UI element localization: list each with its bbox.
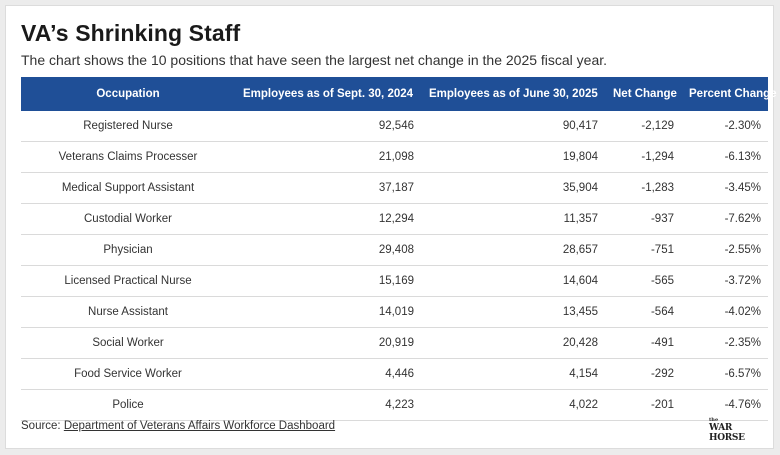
percent-change-cell: -3.72%	[681, 265, 768, 297]
table-row: Licensed Practical Nurse 15,169 14,604 -565…	[21, 265, 768, 297]
occupation-cell: Police	[21, 389, 235, 421]
chart-card: VA’s Shrinking Staff The chart shows the…	[5, 5, 777, 449]
net-change-cell: -201	[605, 389, 681, 421]
source-link[interactable]: Department of Veterans Affairs Workforce…	[63, 420, 336, 432]
percent-change-cell: -2.55%	[681, 234, 768, 266]
column-header-percent-change: Percent Change	[681, 77, 777, 111]
employees-2024-cell: 4,446	[235, 358, 421, 390]
employees-2024-cell: 20,919	[235, 327, 421, 359]
employees-2025-cell: 20,428	[421, 327, 605, 359]
employees-2025-cell: 4,154	[421, 358, 605, 390]
table-row: Police 4,223 4,022 -201 -4.76%	[21, 389, 768, 421]
occupation-cell: Physician	[21, 234, 235, 266]
net-change-cell: -1,294	[605, 141, 681, 173]
employees-2024-cell: 4,223	[235, 389, 421, 421]
employees-2025-cell: 90,417	[421, 111, 605, 142]
percent-change-cell: -6.57%	[681, 358, 768, 390]
percent-change-cell: -2.30%	[681, 111, 768, 142]
table-row: Physician 29,408 28,657 -751 -2.55%	[21, 234, 768, 266]
employees-2024-cell: 21,098	[235, 141, 421, 173]
occupation-cell: Custodial Worker	[21, 203, 235, 235]
percent-change-cell: -4.76%	[681, 389, 768, 421]
column-header-employees-2025: Employees as of June 30, 2025	[421, 77, 605, 111]
logo-text: WAR HORSE	[709, 423, 745, 443]
occupation-cell: Medical Support Assistant	[21, 172, 235, 204]
occupation-cell: Social Worker	[21, 327, 235, 359]
table-row: Social Worker 20,919 20,428 -491 -2.35%	[21, 327, 768, 359]
employees-2025-cell: 11,357	[421, 203, 605, 235]
employees-2025-cell: 35,904	[421, 172, 605, 204]
source-label: Source:	[21, 420, 64, 432]
employees-2024-cell: 14,019	[235, 296, 421, 328]
logo-small-text: the	[709, 417, 719, 423]
occupation-cell: Registered Nurse	[21, 111, 235, 142]
net-change-cell: -937	[605, 203, 681, 235]
column-header-employees-2024: Employees as of Sept. 30, 2024	[235, 77, 421, 111]
chart-subtitle: The chart shows the 10 positions that ha…	[21, 52, 608, 68]
table-row: Medical Support Assistant 37,187 35,904 -1,…	[21, 172, 768, 204]
source-note: Source: Department of Veterans Affairs W…	[21, 420, 335, 432]
percent-change-cell: -7.62%	[681, 203, 768, 235]
percent-change-cell: -6.13%	[681, 141, 768, 173]
net-change-cell: -491	[605, 327, 681, 359]
table-body: Registered Nurse 92,546 90,417 -2,129 -2.30%…	[21, 111, 768, 421]
percent-change-cell: -4.02%	[681, 296, 768, 328]
employees-2025-cell: 19,804	[421, 141, 605, 173]
net-change-cell: -1,283	[605, 172, 681, 204]
net-change-cell: -564	[605, 296, 681, 328]
employees-2024-cell: 12,294	[235, 203, 421, 235]
chart-title: VA’s Shrinking Staff	[21, 20, 241, 46]
table-row: Veterans Claims Processer 21,098 19,804 -1,…	[21, 141, 768, 173]
data-table: Occupation Employees as of Sept. 30, 202…	[21, 77, 777, 421]
occupation-cell: Licensed Practical Nurse	[21, 265, 235, 297]
net-change-cell: -565	[605, 265, 681, 297]
table-row: Nurse Assistant 14,019 13,455 -564 -4.02%	[21, 296, 768, 328]
employees-2024-cell: 15,169	[235, 265, 421, 297]
employees-2025-cell: 14,604	[421, 265, 605, 297]
employees-2024-cell: 37,187	[235, 172, 421, 204]
net-change-cell: -292	[605, 358, 681, 390]
column-header-net-change: Net Change	[605, 77, 681, 111]
occupation-cell: Food Service Worker	[21, 358, 235, 390]
war-horse-logo: the WAR HORSE	[709, 417, 759, 443]
occupation-cell: Veterans Claims Processer	[21, 141, 235, 173]
employees-2025-cell: 28,657	[421, 234, 605, 266]
employees-2025-cell: 4,022	[421, 389, 605, 421]
table-row: Food Service Worker 4,446 4,154 -292 -6.57%	[21, 358, 768, 390]
occupation-cell: Nurse Assistant	[21, 296, 235, 328]
percent-change-cell: -3.45%	[681, 172, 768, 204]
table-row: Custodial Worker 12,294 11,357 -937 -7.62%	[21, 203, 768, 235]
employees-2024-cell: 29,408	[235, 234, 421, 266]
header-row: Occupation Employees as of Sept. 30, 202…	[21, 77, 777, 111]
table-row: Registered Nurse 92,546 90,417 -2,129 -2.30%	[21, 111, 768, 142]
employees-2025-cell: 13,455	[421, 296, 605, 328]
net-change-cell: -751	[605, 234, 681, 266]
percent-change-cell: -2.35%	[681, 327, 768, 359]
net-change-cell: -2,129	[605, 111, 681, 142]
column-header-occupation: Occupation	[21, 77, 235, 111]
employees-2024-cell: 92,546	[235, 111, 421, 142]
